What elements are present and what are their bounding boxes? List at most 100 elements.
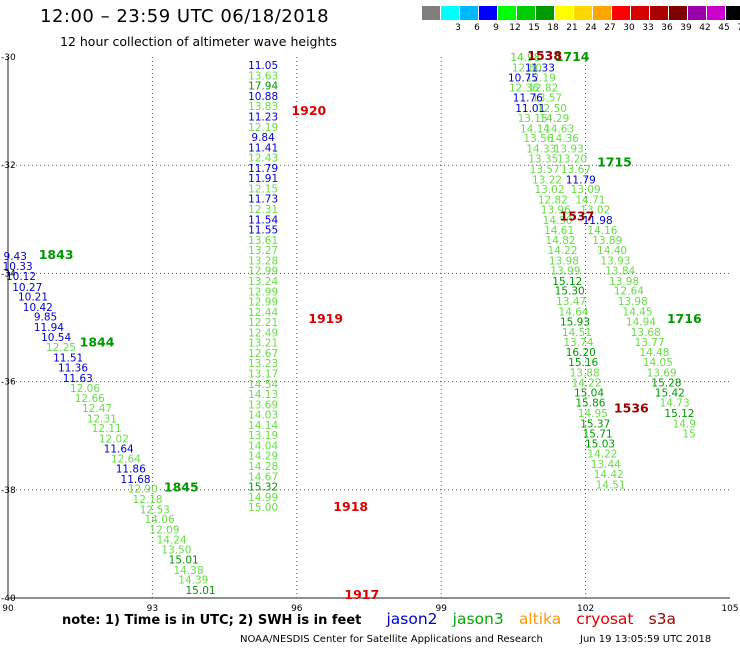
scale-swatch [612, 6, 630, 20]
scale-label: 70 [732, 23, 740, 33]
swh-value: 16.20 [566, 347, 596, 359]
swh-value: 11.79 [248, 163, 278, 175]
swh-value: 15.00 [248, 502, 278, 514]
swh-value: 14.22 [547, 245, 577, 257]
swh-value: 14.64 [559, 306, 589, 318]
swh-value: 11.23 [248, 112, 278, 124]
legend-jason2: jason2 [386, 610, 438, 628]
swh-value: 11.05 [248, 60, 278, 72]
legend-s3a: s3a [648, 610, 677, 628]
swh-value: 13.02 [534, 184, 564, 196]
swh-value: 13.74 [563, 337, 593, 349]
swh-value: 14.94 [626, 317, 656, 329]
swh-value: 11.79 [566, 174, 596, 186]
pass-time-label: 1536 [614, 401, 649, 416]
scale-label: 24 [585, 23, 597, 33]
swh-value: 12.47 [82, 403, 112, 415]
lon-tick-label: 90 [2, 604, 14, 614]
swh-value: 12.02 [99, 433, 129, 445]
swh-value: 14.71 [575, 194, 605, 206]
swh-value: 13.77 [635, 337, 665, 349]
swh-value: 12.43 [248, 153, 278, 165]
swh-value: 14.05 [643, 357, 673, 369]
swh-value: 12.90 [128, 484, 158, 496]
scale-swatch [460, 6, 478, 20]
swh-value: 13.98 [618, 296, 648, 308]
swh-value: 13.28 [248, 255, 278, 267]
swh-value: 14.36 [549, 133, 579, 145]
swh-value: 14.16 [587, 225, 617, 237]
pass-time-label: 1918 [333, 499, 368, 514]
swh-value: 12.67 [248, 348, 278, 360]
footer-note: note: 1) Time is in UTC; 2) SWH is in fe… [62, 613, 362, 628]
swh-value: 13.61 [248, 235, 278, 247]
swh-value: 10.42 [23, 302, 53, 314]
swh-value: 14.14 [520, 123, 550, 135]
swh-value: 13.22 [532, 174, 562, 186]
swh-value: 12.82 [528, 82, 558, 94]
pass-time-label: 1843 [39, 247, 74, 262]
swh-value: 15.42 [655, 387, 685, 399]
swh-value: 11.41 [248, 142, 278, 154]
swh-value: 13.24 [248, 276, 278, 288]
swh-value: 13.98 [549, 255, 579, 267]
swh-value: 12.18 [133, 494, 163, 506]
lat-tick-label: -38 [1, 486, 16, 496]
lon-tick-label: 99 [435, 604, 447, 614]
lon-tick-label: 102 [577, 604, 594, 614]
swh-value: 15.12 [552, 276, 582, 288]
scale-swatch [726, 6, 740, 20]
scale-swatch [574, 6, 592, 20]
swh-value: 9.84 [251, 132, 275, 144]
swh-value: 13.56 [523, 133, 553, 145]
legend-jason3: jason3 [452, 610, 504, 628]
swh-value: 12.19 [526, 73, 556, 85]
swh-value: 14.29 [539, 113, 569, 125]
swh-value: 14.42 [594, 469, 624, 481]
scale-swatch [688, 6, 706, 20]
swh-value: 12.36 [509, 82, 539, 94]
swh-value: 14.99 [248, 492, 278, 504]
swh-value: 14.45 [623, 306, 653, 318]
swh-value: 14.95 [578, 408, 608, 420]
swh-value: 14.06 [145, 514, 175, 526]
swh-value: 9.43 [4, 251, 27, 263]
swh-value: 12.50 [537, 103, 567, 115]
swh-value: 12.64 [111, 453, 141, 465]
lon-tick-label: 93 [147, 604, 158, 614]
swh-value: 13.15 [518, 113, 548, 125]
swh-value: 14.63 [544, 123, 574, 135]
scale-swatch [555, 6, 573, 20]
lat-tick-label: -34 [1, 269, 16, 279]
pass-time-label: 1845 [164, 480, 199, 495]
page-title: 12:00 – 23:59 UTC 06/18/2018 [40, 6, 330, 27]
swh-value: 13.67 [561, 164, 591, 176]
pass-time-label: 1537 [560, 209, 595, 224]
swh-value: 12.11 [92, 423, 122, 435]
swh-value: 13.57 [532, 93, 562, 105]
swh-value: 14.22 [587, 449, 617, 461]
swh-value: 12.82 [538, 194, 568, 206]
lon-tick-label: 96 [291, 604, 303, 614]
swh-value: 13.93 [600, 255, 630, 267]
scale-swatch [593, 6, 611, 20]
scale-label: 21 [566, 23, 578, 33]
swh-value: 12.15 [248, 183, 278, 195]
swh-value: 10.54 [41, 332, 71, 344]
swh-value: 11.54 [248, 214, 278, 226]
scale-label: 18 [547, 23, 559, 33]
swh-value: 12.44 [248, 307, 278, 319]
pass-time-label: 1920 [291, 103, 326, 118]
scale-label: 15 [528, 23, 540, 33]
swh-value: 12.49 [248, 327, 278, 339]
swh-value: 15.28 [651, 378, 681, 390]
swh-value: 13.98 [609, 276, 639, 288]
swh-value: 14.22 [572, 378, 602, 390]
swh-value: 14.9 [673, 418, 696, 430]
scale-label: 27 [604, 23, 616, 33]
swh-value: 14.38 [173, 565, 203, 577]
swh-value: 11.55 [248, 225, 278, 237]
swh-value: 10.88 [248, 91, 278, 103]
generated-timestamp: Jun 19 13:05:59 UTC 2018 [580, 634, 712, 645]
lon-tick-label: 105 [721, 604, 738, 614]
